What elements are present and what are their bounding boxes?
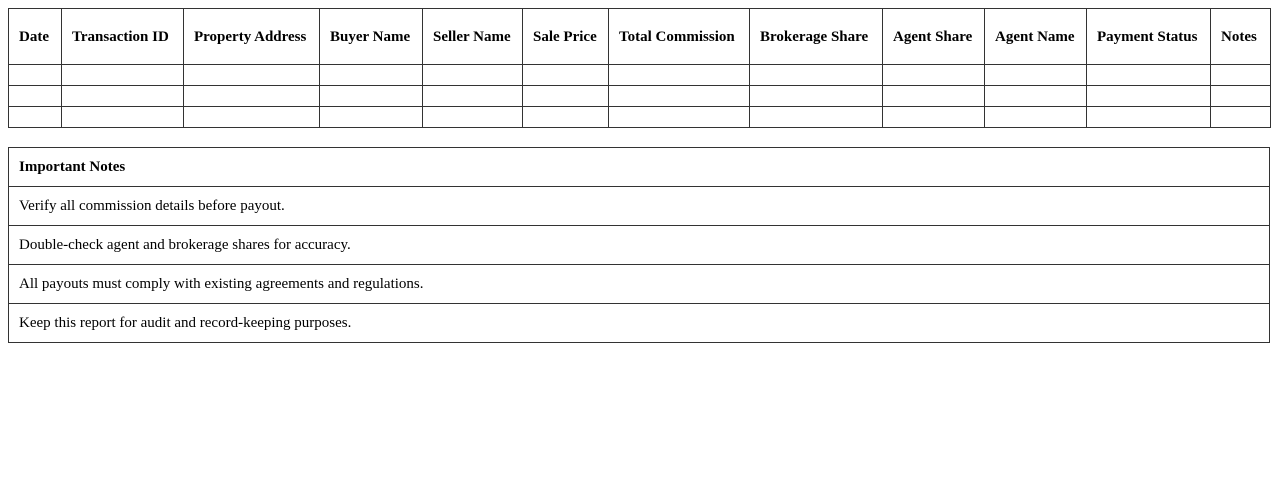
column-header: Agent Share <box>882 8 985 65</box>
table-cell <box>183 85 320 107</box>
table-cell <box>319 85 423 107</box>
table-cell <box>183 106 320 128</box>
table-cell <box>522 85 609 107</box>
column-header: Total Commission <box>608 8 750 65</box>
table-cell <box>319 106 423 128</box>
table-cell <box>61 85 184 107</box>
table-cell <box>608 64 750 86</box>
notes-header-row: Important Notes <box>8 147 1270 187</box>
table-cell <box>749 106 883 128</box>
table-cell <box>882 64 985 86</box>
note-text: Double-check agent and brokerage shares … <box>8 225 1270 265</box>
table-cell <box>749 85 883 107</box>
table-cell <box>522 106 609 128</box>
table-cell <box>61 64 184 86</box>
note-row: Keep this report for audit and record-ke… <box>8 303 1270 343</box>
column-header: Payment Status <box>1086 8 1211 65</box>
column-header: Date <box>8 8 62 65</box>
table-cell <box>61 106 184 128</box>
column-header: Transaction ID <box>61 8 184 65</box>
table-cell <box>984 106 1087 128</box>
table-cell <box>1086 64 1211 86</box>
note-row: All payouts must comply with existing ag… <box>8 264 1270 304</box>
table-cell <box>608 106 750 128</box>
table-cell <box>522 64 609 86</box>
table-cell <box>984 85 1087 107</box>
column-header: Buyer Name <box>319 8 423 65</box>
table-cell <box>422 106 523 128</box>
column-header: Notes <box>1210 8 1271 65</box>
table-cell <box>8 64 62 86</box>
table-cell <box>8 106 62 128</box>
note-row: Double-check agent and brokerage shares … <box>8 225 1270 265</box>
table-cell <box>1210 106 1271 128</box>
table-cell <box>749 64 883 86</box>
table-cell <box>183 64 320 86</box>
commission-table: Date Transaction ID Property Address Buyer … <box>8 8 1271 128</box>
table-cell <box>608 85 750 107</box>
table-cell <box>319 64 423 86</box>
table-row <box>8 85 1271 107</box>
column-header: Agent Name <box>984 8 1087 65</box>
note-text: Verify all commission details before pay… <box>8 186 1270 226</box>
table-cell <box>422 64 523 86</box>
table-cell <box>984 64 1087 86</box>
column-header: Brokerage Share <box>749 8 883 65</box>
table-cell <box>1086 106 1211 128</box>
note-text: Keep this report for audit and record-ke… <box>8 303 1270 343</box>
important-notes-table: Important Notes Verify all commission de… <box>8 147 1270 343</box>
column-header: Property Address <box>183 8 320 65</box>
table-row <box>8 64 1271 86</box>
table-cell <box>882 85 985 107</box>
notes-title: Important Notes <box>8 147 1270 187</box>
table-row <box>8 106 1271 128</box>
table-cell <box>882 106 985 128</box>
table-cell <box>1210 64 1271 86</box>
column-header: Sale Price <box>522 8 609 65</box>
table-cell <box>8 85 62 107</box>
table-cell <box>422 85 523 107</box>
table-cell <box>1086 85 1211 107</box>
column-header: Seller Name <box>422 8 523 65</box>
table-cell <box>1210 85 1271 107</box>
table-header-row: Date Transaction ID Property Address Buyer … <box>8 8 1271 65</box>
note-row: Verify all commission details before pay… <box>8 186 1270 226</box>
note-text: All payouts must comply with existing ag… <box>8 264 1270 304</box>
